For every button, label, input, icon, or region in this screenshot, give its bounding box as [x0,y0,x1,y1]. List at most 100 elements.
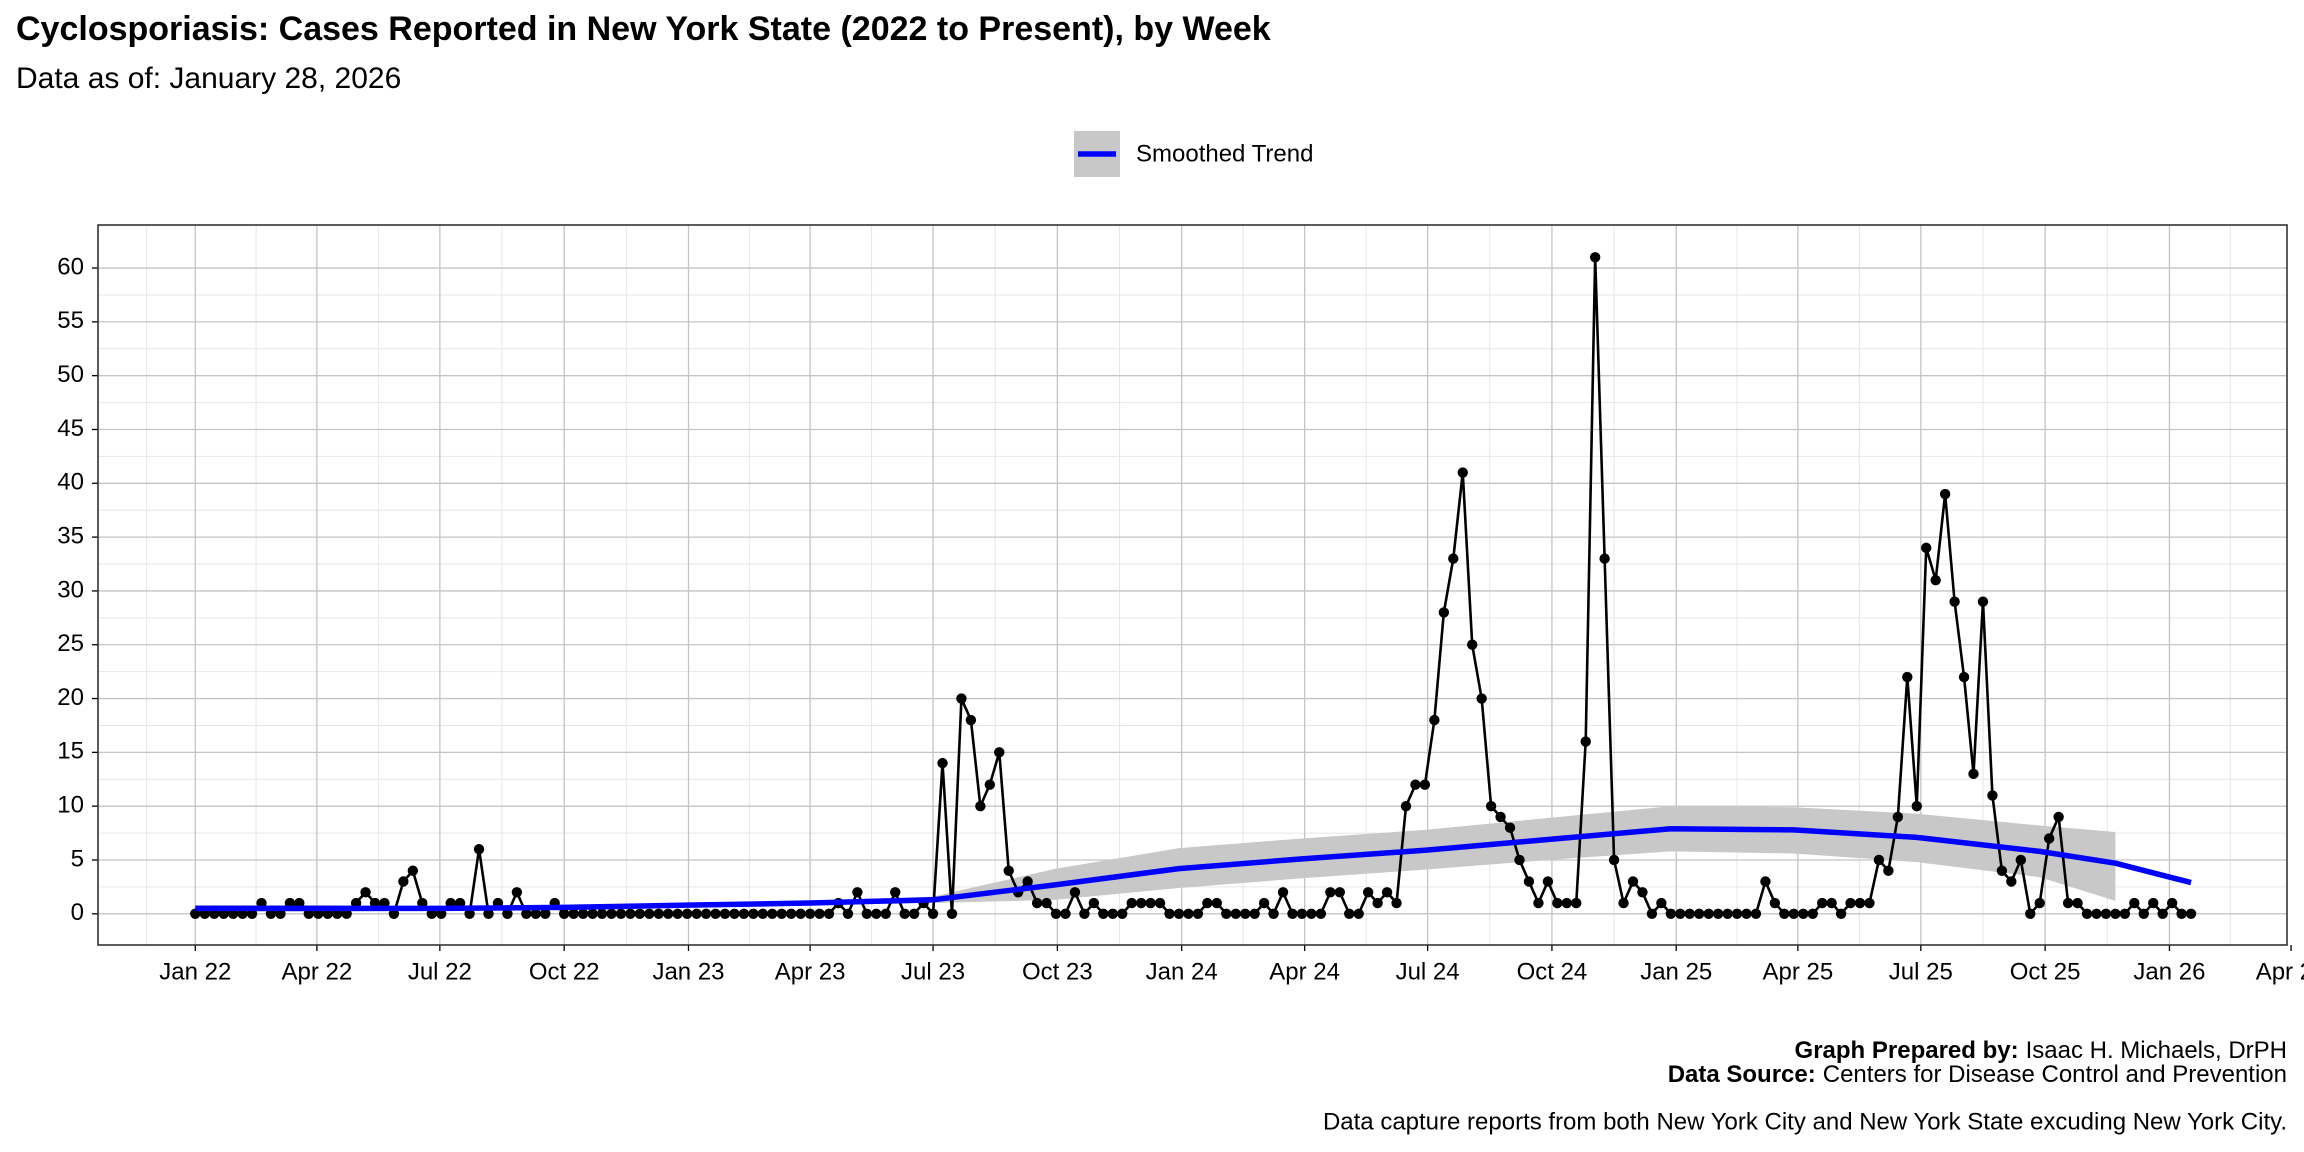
prepared-name: Isaac H. Michaels, DrPH [2026,1037,2287,1064]
case-point [426,908,437,919]
case-point [1249,908,1260,919]
case-point [1211,897,1223,909]
case-point [1372,897,1383,909]
y-tick-label: 55 [57,307,84,334]
prepared-label: Graph Prepared by: [1795,1037,2019,1064]
chart-subtitle: Data as of: January 28, 2026 [16,62,401,95]
case-point [880,908,891,919]
case-point [1429,714,1440,726]
case-point [1826,897,1837,909]
case-point [417,897,428,909]
case-point [672,908,683,919]
case-point [483,908,494,919]
case-point [1665,908,1677,919]
case-point [1958,671,1970,683]
source-name: Centers for Disease Control and Preventi… [1823,1061,2287,1088]
case-point [2081,908,2093,919]
case-point [625,908,636,919]
case-point [199,908,210,919]
case-point [767,908,778,919]
case-point [691,908,702,919]
case-point [1656,897,1667,909]
x-tick-label: Apr 26 [2256,958,2304,985]
panel-border [97,224,2288,946]
case-point [1504,822,1516,833]
x-tick-label: Apr 25 [1762,958,1833,985]
case-point [1353,908,1364,919]
case-point [190,908,201,919]
case-point [644,908,655,919]
case-point [1779,908,1790,919]
case-point [748,908,759,919]
case-point [2148,897,2159,909]
y-tick-label: 20 [57,684,84,711]
case-point [1892,811,1904,823]
x-tick-label: Apr 23 [775,958,846,985]
case-point [1022,876,1033,887]
trend-line [195,826,2192,912]
case-point [823,908,835,919]
case-point [1069,887,1081,898]
case-point [369,897,381,909]
case-point [1239,908,1251,919]
case-point [2025,908,2036,919]
x-tick-label: Jan 25 [1640,958,1712,985]
y-tick-label: 10 [57,792,84,819]
case-point [1400,800,1412,812]
case-point [407,865,419,876]
case-point [1542,876,1554,887]
case-point [1873,854,1885,866]
case-point [464,908,475,919]
case-point [1533,897,1544,909]
case-point [1448,553,1459,564]
x-tick-label: Oct 22 [529,958,600,985]
case-point [1154,897,1166,909]
case-point [2015,854,2027,866]
case-point [1287,908,1298,919]
case-point [1410,779,1421,790]
case-point [1798,908,1809,919]
case-point [1315,908,1327,919]
case-point [965,714,977,726]
case-point [1485,800,1497,812]
y-tick-label: 35 [57,522,84,549]
plot-area: 0 5 10 15 20 25 30 35 40 45 50 55 60 Jan 22 Apr 22 Jul … [57,224,2304,985]
case-point [2176,908,2187,919]
case-point [1911,800,1922,812]
case-point [2006,876,2017,887]
case-point [303,908,314,919]
case-point [2185,908,2197,919]
case-point [615,908,627,919]
case-point [1930,574,1941,586]
case-point [1003,865,1014,876]
case-point [1362,887,1374,898]
prepared-by: Graph Prepared by: Isaac H. Michaels, DrP… [1795,1037,2287,1064]
case-point [1599,553,1610,564]
case-point [1495,811,1506,823]
case-point [218,908,229,919]
case-point [1476,693,1487,704]
case-point [1580,736,1591,747]
case-point [2100,908,2112,919]
case-point [1183,908,1194,919]
case-point [2091,908,2102,919]
case-point [1741,908,1752,919]
case-point [388,908,400,919]
y-tick-label: 40 [57,469,84,496]
source-label: Data Source: [1668,1061,1816,1088]
case-point [710,908,721,919]
case-point [700,908,712,919]
case-point [1381,887,1393,898]
case-point [1675,908,1686,919]
legend-label: Smoothed Trend [1136,140,1313,167]
case-point [511,887,523,898]
case-point [1684,908,1695,919]
case-point [265,908,277,919]
x-tick-label: Oct 25 [2010,958,2081,985]
case-point [927,908,939,919]
case-point [540,908,551,919]
case-point [227,908,239,919]
case-point [994,747,1005,758]
case-point [653,908,664,919]
